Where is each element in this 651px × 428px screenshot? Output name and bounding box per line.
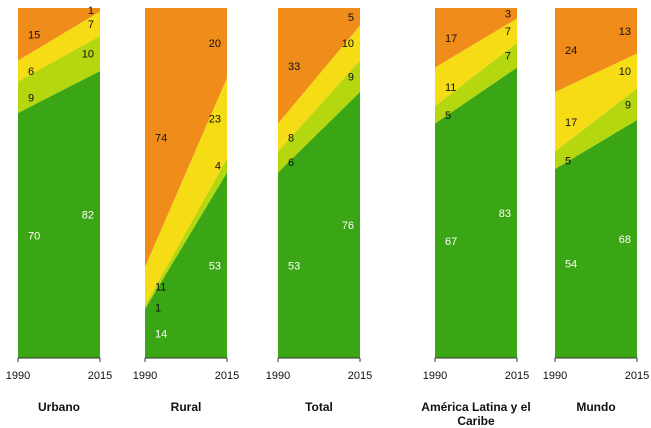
area-band-green [18,71,100,358]
data-label: 74 [155,133,167,145]
data-label: 4 [215,161,221,173]
area-band-orange [145,8,227,267]
area-band-green [555,120,637,358]
data-label: 13 [619,26,631,38]
data-label: 70 [28,231,40,243]
data-label: 17 [565,117,577,129]
data-label: 11 [445,82,456,94]
data-label: 5 [565,155,571,167]
panel-2: 53 76 6 9 8 10 33 5 1990 2015 Total [266,8,372,414]
area-band-orange [18,8,100,61]
data-label: 8 [288,133,294,145]
area-band-lightgreen [555,88,637,169]
data-label: 5 [348,12,354,24]
area-band-lightgreen [435,43,517,124]
data-label: 6 [288,157,294,169]
data-label: 10 [82,49,94,61]
x-tick-label: 1990 [423,370,447,382]
area-band-yellow [555,53,637,152]
data-label: 53 [209,260,221,272]
data-label: 67 [445,236,457,248]
data-label: 7 [505,26,511,38]
data-label: 1 [88,5,94,17]
panel-4: 54 68 5 9 17 10 24 13 1990 2015 Mundo [543,8,649,414]
data-label: 5 [445,110,451,122]
area-band-lightgreen [18,36,100,113]
area-band-orange [555,8,637,92]
panel-3: 67 83 5 7 11 7 17 3 1990 2015 América Latina y el C… [421,8,531,428]
x-tick-label: 1990 [133,370,157,382]
data-label: 7 [505,50,511,62]
data-label: 76 [342,220,354,232]
data-label: 10 [342,38,354,50]
panel-title: Urbano [38,400,80,414]
data-label: 11 [155,281,166,293]
area-band-yellow [278,25,360,152]
panel-title: Rural [171,400,202,414]
x-tick-label: 1990 [543,370,567,382]
area-band-green [278,92,360,358]
panel-0: 70 82 9 10 6 7 15 1 1990 2015 Urbano [6,5,112,414]
data-label: 14 [155,329,167,341]
data-label: 17 [445,33,457,45]
area-band-green [145,172,227,358]
data-label: 9 [28,92,34,104]
area-band-yellow [145,78,227,306]
data-label: 24 [565,45,577,57]
area-band-orange [435,8,517,68]
data-label: 83 [499,208,511,220]
area-band-lightgreen [145,158,227,309]
panel-title: Total [305,400,333,414]
area-band-green [435,67,517,358]
data-label: 23 [209,113,221,125]
x-tick-label: 2015 [88,370,112,382]
data-label: 68 [619,234,631,246]
data-label: 6 [28,66,34,78]
area-band-yellow [435,18,517,106]
x-tick-label: 2015 [215,370,239,382]
x-tick-label: 2015 [348,370,372,382]
data-label: 53 [288,260,300,272]
data-label: 1 [155,302,161,314]
data-label: 82 [82,210,94,222]
area-band-yellow [18,11,100,82]
data-label: 15 [28,29,40,41]
data-label: 7 [88,19,94,31]
x-tick-label: 2015 [505,370,529,382]
data-label: 9 [348,71,354,83]
panel-title: Mundo [576,400,615,414]
data-label: 20 [209,38,221,50]
data-label: 3 [505,8,511,20]
data-label: 9 [625,99,631,111]
data-label: 10 [619,66,631,78]
area-band-lightgreen [278,60,360,173]
area-band-orange [278,8,360,124]
data-label: 33 [288,61,300,73]
x-tick-label: 1990 [266,370,290,382]
panel-title: América Latina y el Caribe [421,400,530,428]
x-tick-label: 1990 [6,370,30,382]
x-tick-label: 2015 [625,370,649,382]
data-label: 54 [565,259,577,271]
